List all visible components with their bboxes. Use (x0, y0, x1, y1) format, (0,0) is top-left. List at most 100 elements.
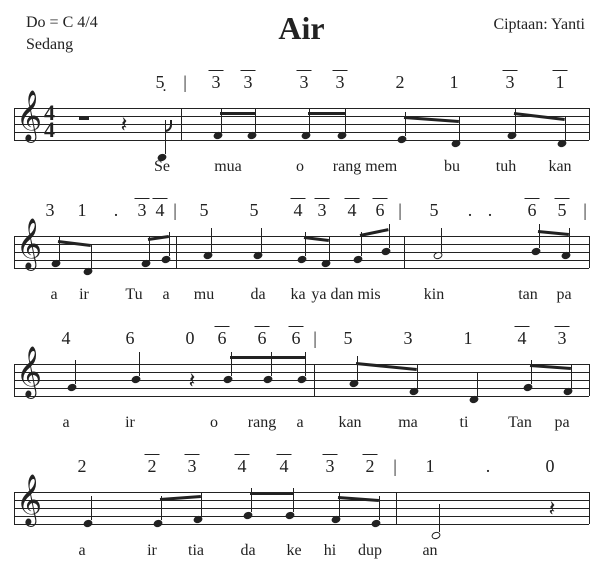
lyrics-row: airTuamudakaya dan miskintanpa (0, 286, 603, 308)
cipher-note: 5 (200, 200, 209, 221)
cipher-note: 0 (186, 328, 195, 349)
staff: 𝄞4 4𝄽 (14, 100, 589, 158)
lyrics-row: Semuaorang membutuhkan (0, 158, 603, 180)
cipher-note: 0 (546, 456, 555, 477)
cipher-note: 3 (138, 200, 147, 221)
beam (250, 492, 293, 495)
cipher-note: 3 (188, 456, 197, 477)
cipher-note: 1 (464, 328, 473, 349)
lyric-syllable: ya dan mis (311, 286, 380, 304)
cipher-note: 6 (292, 328, 301, 349)
time-signature: 4 4 (44, 104, 55, 138)
lyric-syllable: kan (338, 414, 361, 432)
barline (589, 492, 590, 524)
lyrics-row: airorangakanmatiTanpa (0, 414, 603, 436)
staff: 𝄞𝄽 (14, 356, 589, 414)
cipher-note: 2 (78, 456, 87, 477)
cipher-note: 5̣ (156, 72, 165, 93)
cipher-note: 1 (426, 456, 435, 477)
cipher-note: 3 (404, 328, 413, 349)
quarter-rest: 𝄽 (189, 368, 196, 394)
cipher-notation-row: 5̣33332131| (0, 70, 603, 98)
staff: 𝄞 (14, 228, 589, 286)
lyric-syllable: a (50, 286, 57, 304)
note-head (83, 519, 94, 528)
note-stem (293, 488, 294, 512)
treble-clef: 𝄞 (16, 478, 42, 522)
note-stem (75, 360, 76, 384)
barline (14, 108, 15, 140)
lyric-syllable: rang mem (333, 158, 397, 176)
cipher-note: . (488, 200, 493, 221)
lyric-syllable: tuh (496, 158, 516, 176)
note-head (153, 519, 164, 528)
treble-clef: 𝄞 (16, 350, 42, 394)
lyric-syllable: dup (358, 542, 382, 560)
staff-system: 46066653143|𝄞𝄽airorangakanmatiTanpa (0, 326, 603, 436)
cipher-note: 5 (250, 200, 259, 221)
cipher-note: 1 (450, 72, 459, 93)
lyric-syllable: ir (79, 286, 89, 304)
music-score: 5̣33332131|𝄞4 4𝄽Semuaorang membutuhkan31… (0, 70, 603, 564)
lyric-syllable: pa (556, 286, 571, 304)
note-head (557, 139, 568, 148)
staff: 𝄞𝄽 (14, 484, 589, 542)
barline (589, 108, 590, 140)
cipher-note: 3 (326, 456, 335, 477)
lyric-syllable: o (210, 414, 218, 432)
lyric-syllable: ma (398, 414, 418, 432)
cipher-note: 4 (280, 456, 289, 477)
lyric-syllable: ka (290, 286, 305, 304)
lyric-syllable: mu (194, 286, 214, 304)
note-stem (459, 116, 460, 140)
note-head (397, 135, 408, 144)
cipher-notation-row: 31.345543465..65||| (0, 198, 603, 226)
score-header: Do = C 4/4 Sedang Air Ciptaan: Yanti (0, 0, 603, 70)
lyric-syllable: da (240, 542, 255, 560)
lyric-syllable: mua (214, 158, 242, 176)
barline (404, 236, 405, 268)
note-stem (169, 232, 170, 256)
cipher-barline: | (393, 456, 397, 477)
note-head (371, 519, 382, 528)
beam (230, 356, 271, 359)
treble-clef: 𝄞 (16, 94, 42, 138)
lyric-syllable: Se (154, 158, 170, 176)
treble-clef: 𝄞 (16, 222, 42, 266)
cipher-note: 4 (156, 200, 165, 221)
barline (589, 364, 590, 396)
staff-system: 22344321.0|𝄞𝄽airtiadakehidupan (0, 454, 603, 564)
note-stem (539, 224, 540, 248)
lyric-syllable: an (422, 542, 437, 560)
lyric-syllable: a (78, 542, 85, 560)
note-stem (345, 108, 346, 132)
barline (314, 364, 315, 396)
barline (589, 236, 590, 268)
cipher-note: 3 (506, 72, 515, 93)
lyric-syllable: a (296, 414, 303, 432)
staff-system: 5̣33332131|𝄞4 4𝄽Semuaorang membutuhkan (0, 70, 603, 180)
cipher-note: 4 (238, 456, 247, 477)
cipher-barline: | (583, 200, 587, 221)
note-stem (329, 236, 330, 260)
cipher-note: 4 (294, 200, 303, 221)
note-stem (261, 228, 262, 252)
quarter-rest: 𝄽 (121, 112, 128, 138)
lyric-syllable: pa (554, 414, 569, 432)
cipher-note: 4 (518, 328, 527, 349)
barline (14, 492, 15, 524)
lyrics-row: airtiadakehidupan (0, 542, 603, 564)
lyric-syllable: tan (518, 286, 538, 304)
quarter-rest: 𝄽 (549, 496, 556, 522)
cipher-note: 4 (62, 328, 71, 349)
lyric-syllable: rang (248, 414, 276, 432)
lyric-syllable: hi (324, 542, 336, 560)
note-stem (439, 504, 440, 532)
cipher-note: 2 (148, 456, 157, 477)
lyric-syllable: ir (125, 414, 135, 432)
cipher-note: 2 (396, 72, 405, 93)
cipher-note: 6 (528, 200, 537, 221)
barline (14, 236, 15, 268)
cipher-barline: | (183, 72, 187, 93)
note-stem (441, 228, 442, 252)
